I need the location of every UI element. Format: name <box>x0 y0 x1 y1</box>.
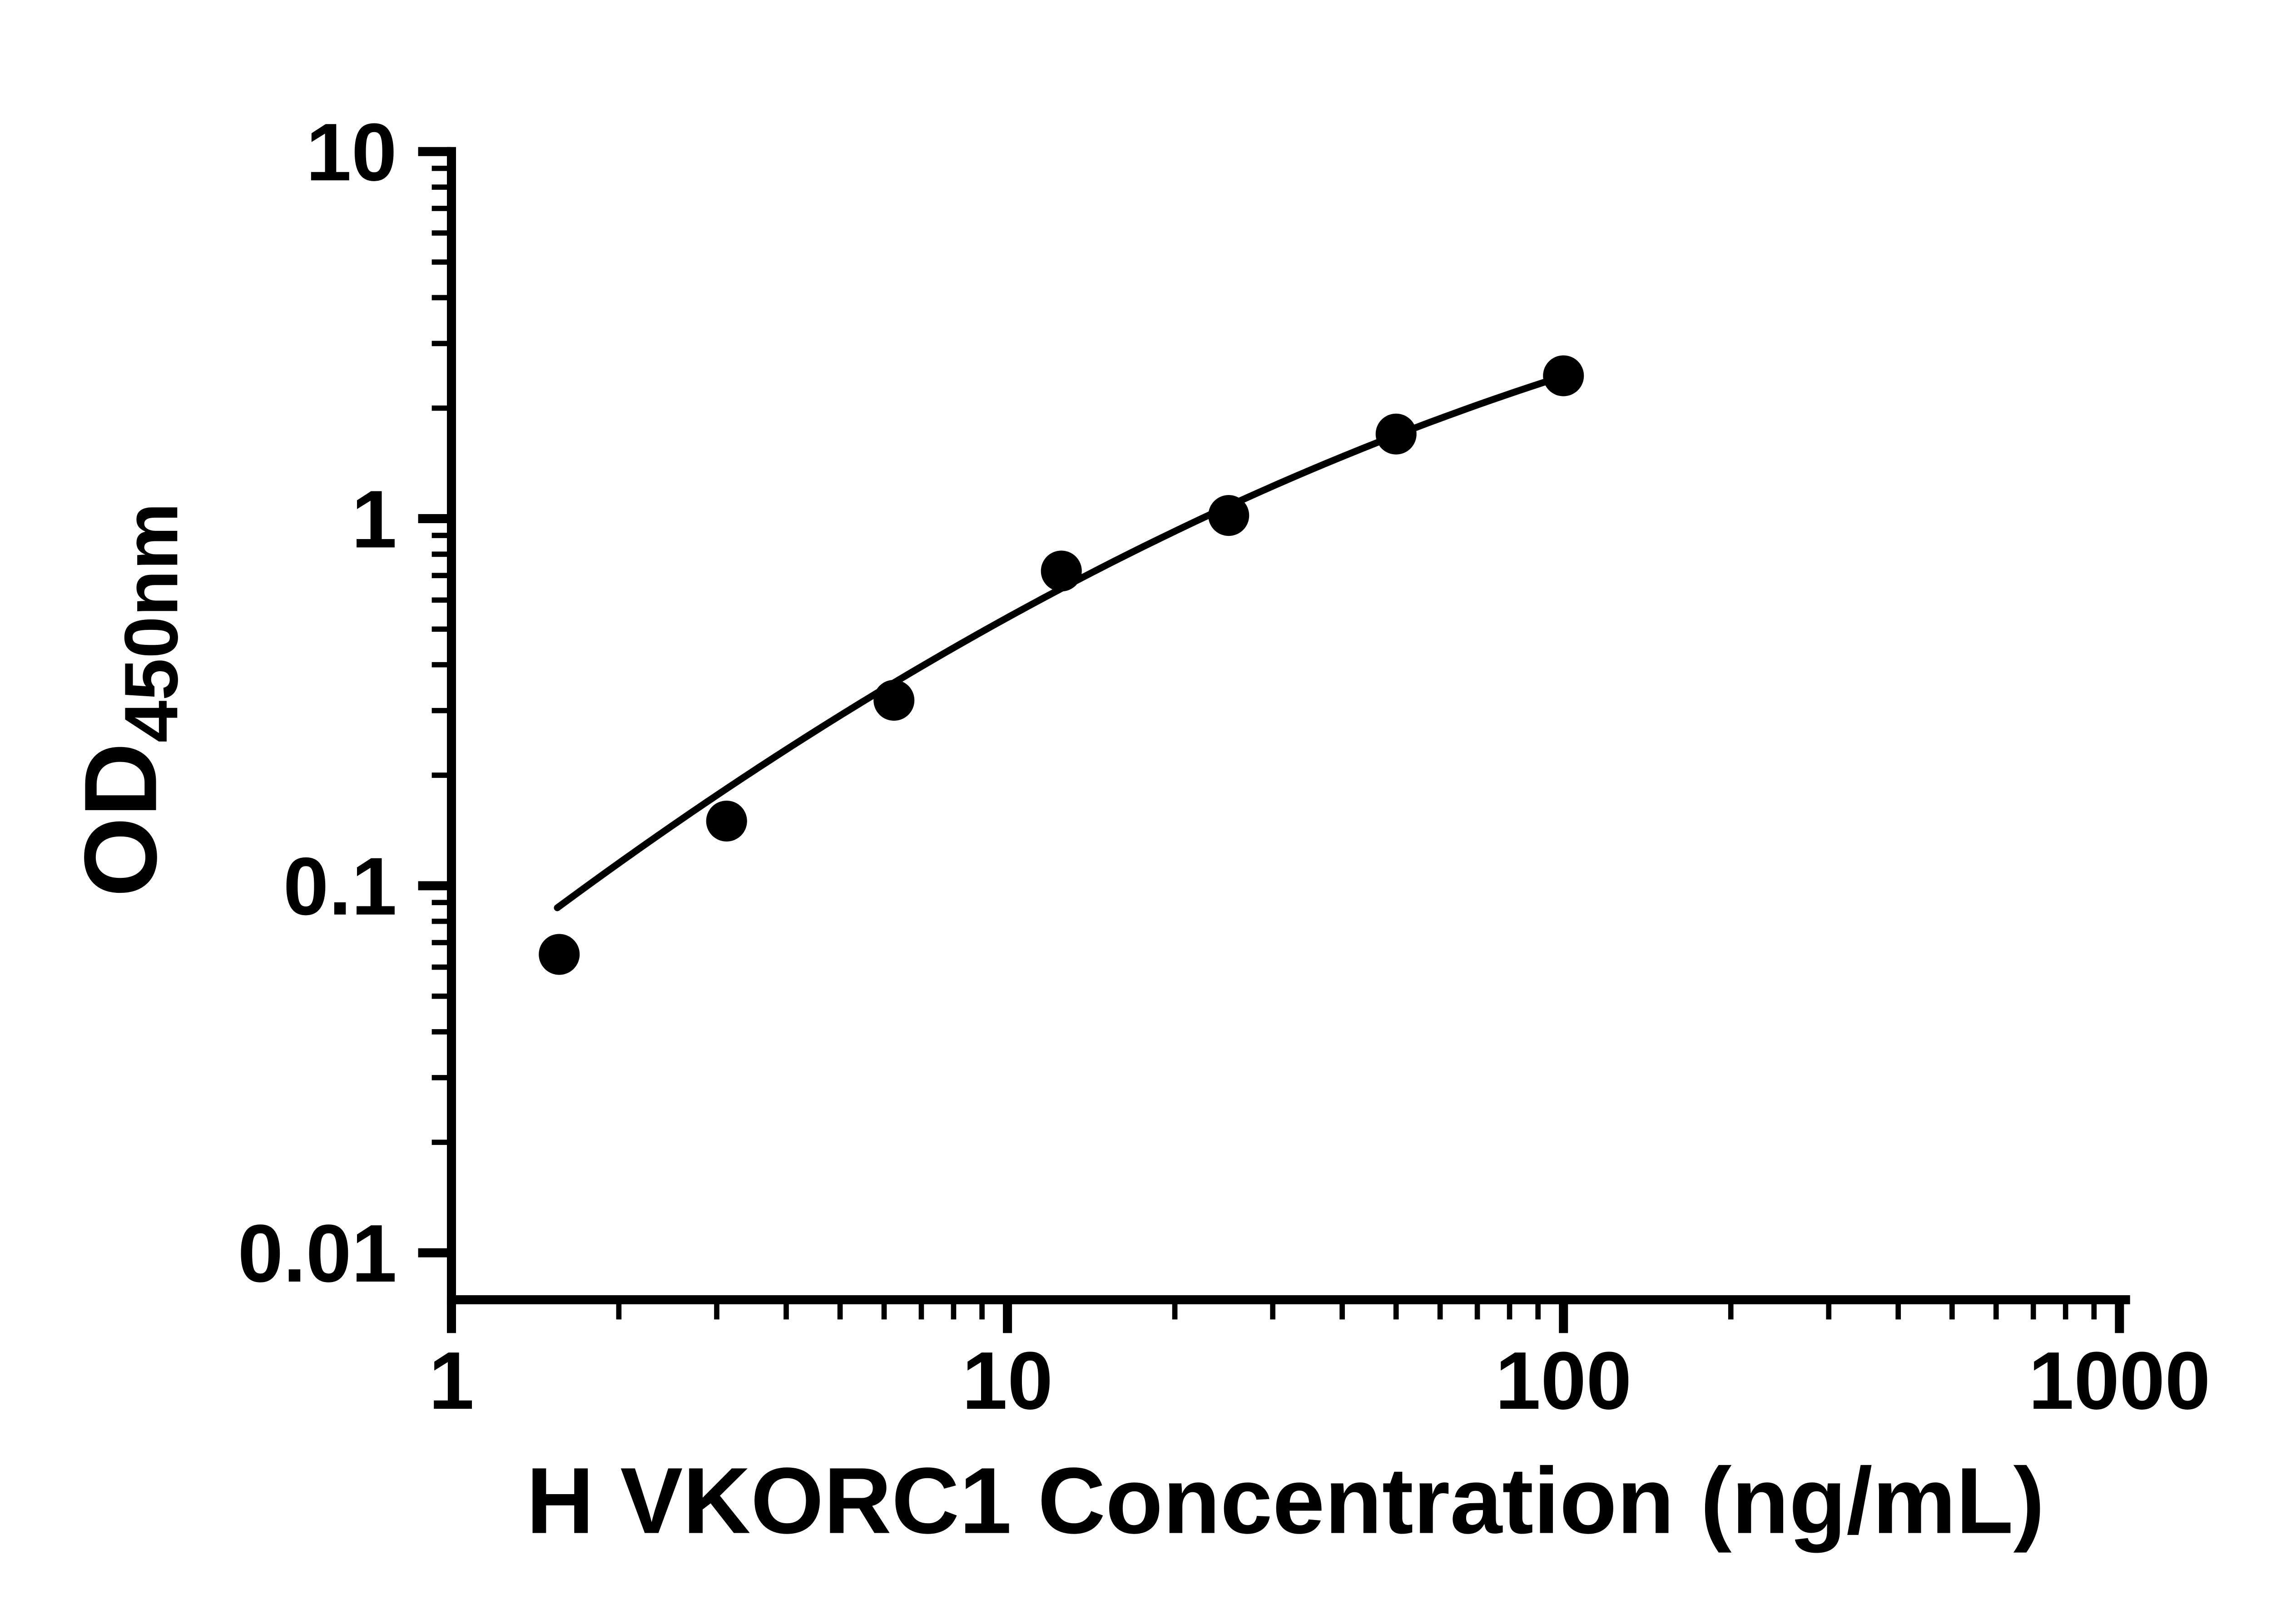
data-point <box>1041 550 1082 592</box>
data-point <box>706 800 747 842</box>
x-tick-labels: 1 10 100 1000 <box>429 1335 2211 1426</box>
data-point <box>1375 413 1417 455</box>
y-tick-label: 1 <box>352 474 397 565</box>
y-axis-title-main: OD <box>64 743 179 897</box>
y-axis-title-subscript: 450nm <box>109 503 193 743</box>
ticks <box>418 147 2124 1333</box>
y-tick-label: 10 <box>306 107 397 198</box>
x-axis-title: H VKORC1 Concentration (ng/mL) <box>526 1448 2045 1553</box>
data-point <box>1543 355 1584 396</box>
y-tick-label: 0.01 <box>238 1208 397 1299</box>
data-point <box>539 934 580 975</box>
x-tick-label: 10 <box>962 1335 1053 1426</box>
y-axis-title: OD450nm <box>64 503 194 897</box>
data-point <box>873 679 915 721</box>
x-tick-label: 1 <box>429 1335 474 1426</box>
data-points <box>539 355 1584 975</box>
data-point <box>1208 495 1250 536</box>
axes <box>446 147 2130 1305</box>
x-tick-label: 1000 <box>2028 1335 2211 1426</box>
y-tick-label: 0.1 <box>283 841 397 932</box>
y-tick-labels: 0.01 0.1 1 10 <box>238 107 397 1299</box>
x-tick-label: 100 <box>1495 1335 1632 1426</box>
